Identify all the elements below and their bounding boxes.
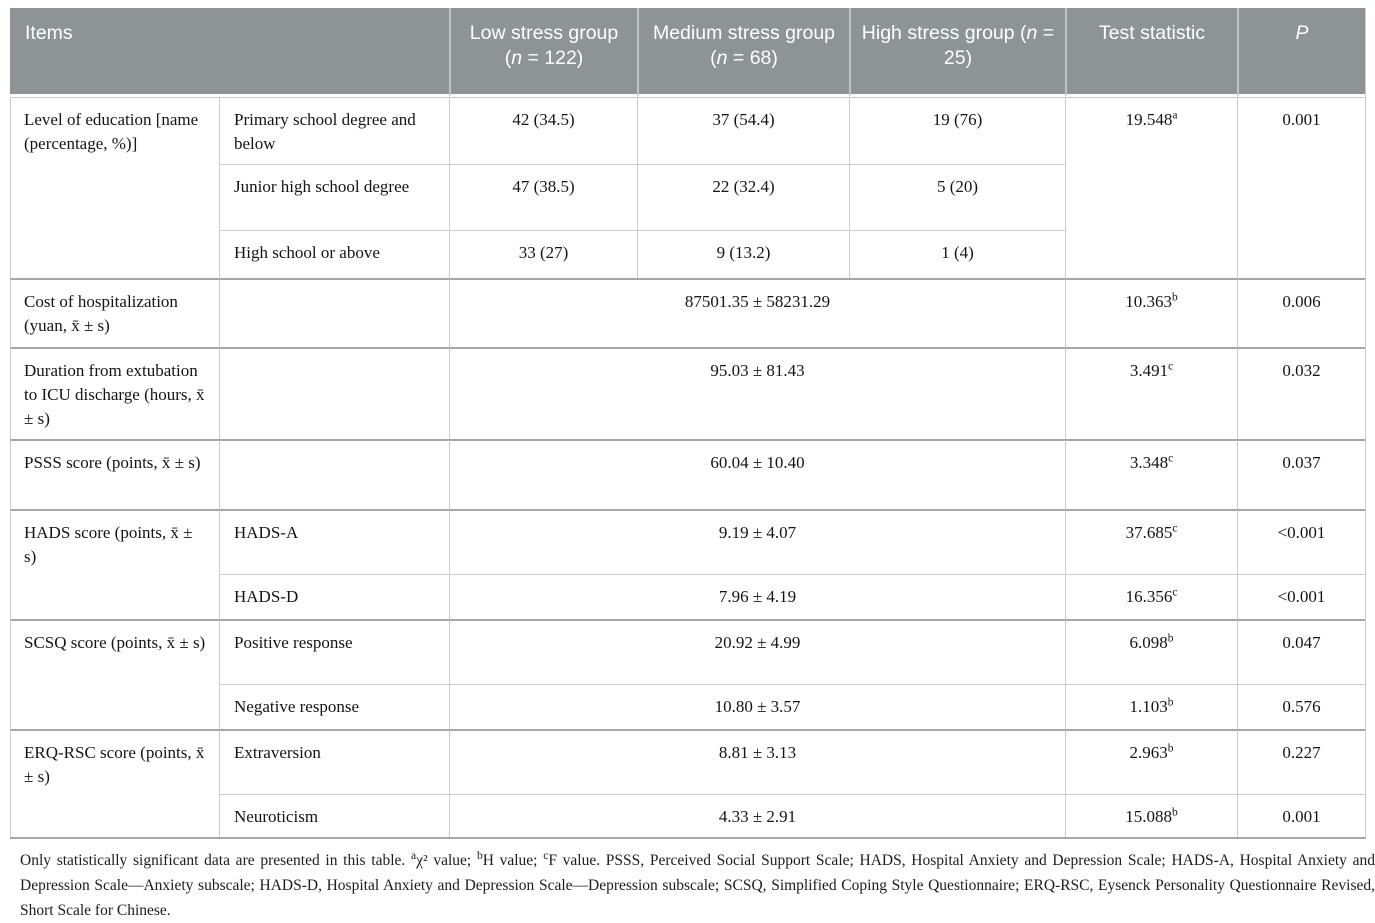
superscript-marker: c — [1172, 522, 1178, 535]
cell-p-value: 0.576 — [1237, 683, 1365, 729]
table-row: Duration from extubation to ICU discharg… — [10, 346, 1365, 439]
col-header-test-statistic: Test statistic — [1065, 8, 1237, 97]
cell-test-statistic: 37.685c — [1065, 508, 1237, 574]
cell-merged-value: 7.96 ± 4.19 — [449, 573, 1065, 619]
cell-test-statistic: 3.348c — [1065, 438, 1237, 509]
cell-test-statistic: 2.963b — [1065, 728, 1237, 794]
table-header-row: Items Low stress group (n = 122) Medium … — [10, 8, 1365, 97]
cell-merged-value: 95.03 ± 81.43 — [449, 346, 1065, 439]
sub-label: Positive response — [219, 618, 449, 684]
superscript-marker: b — [1167, 632, 1174, 645]
cell-p-value: 0.032 — [1237, 346, 1365, 439]
cell-merged-value: 10.80 ± 3.57 — [449, 683, 1065, 729]
cell-high: 1 (4) — [849, 230, 1065, 279]
sub-label: Negative response — [219, 683, 449, 729]
table-row: HADS score (points, x̄ ± s) HADS-A 9.19 … — [10, 508, 1365, 619]
cell-merged-value: 87501.35 ± 58231.29 — [449, 278, 1065, 347]
superscript-marker: c — [543, 849, 549, 862]
table-footnote: Only statistically significant data are … — [20, 849, 1375, 919]
cell-merged-value: 60.04 ± 10.40 — [449, 438, 1065, 509]
cell-p-value: <0.001 — [1237, 508, 1365, 574]
cell-test-statistic: 15.088b — [1065, 793, 1237, 837]
table-row: Level of education [name (percentage, %)… — [10, 97, 1365, 279]
cell-test-statistic: 1.103b — [1065, 683, 1237, 729]
cell-low: 47 (38.5) — [449, 164, 637, 231]
item-label-duration: Duration from extubation to ICU discharg… — [10, 346, 219, 439]
cell-p-value: 0.047 — [1237, 618, 1365, 684]
sub-label: HADS-D — [219, 573, 449, 619]
cell-test-statistic: 10.363b — [1065, 278, 1237, 347]
cell-p-value: 0.006 — [1237, 278, 1365, 347]
sub-label: High school or above — [219, 230, 449, 279]
empty-cell — [219, 438, 449, 509]
cell-p-value: 0.227 — [1237, 728, 1365, 794]
cell-high: 5 (20) — [849, 164, 1065, 231]
table-row: High school or above 33 (27) 9 (13.2) 1 … — [10, 230, 1365, 279]
cell-merged-value: 20.92 ± 4.99 — [449, 618, 1065, 684]
superscript-marker: a — [411, 849, 417, 862]
superscript-marker: b — [476, 849, 483, 862]
italic-n: n — [716, 47, 728, 70]
cell-merged-value: 9.19 ± 4.07 — [449, 508, 1065, 574]
stress-groups-table: Items Low stress group (n = 122) Medium … — [10, 8, 1366, 839]
cell-merged-value: 4.33 ± 2.91 — [449, 793, 1065, 837]
empty-cell — [219, 278, 449, 347]
cell-low: 42 (34.5) — [449, 97, 637, 165]
superscript-marker: b — [1172, 291, 1178, 304]
cell-test-statistic: 3.491c — [1065, 346, 1237, 439]
table-row: Cost of hospitalization (yuan, x̄ ± s) 8… — [10, 278, 1365, 347]
cell-medium: 22 (32.4) — [637, 164, 849, 231]
superscript-marker: c — [1168, 452, 1174, 465]
table-row: HADS-D 7.96 ± 4.19 16.356c <0.001 — [10, 573, 1365, 619]
item-label-hads: HADS score (points, x̄ ± s) — [10, 508, 219, 619]
item-label-erq-rsc: ERQ-RSC score (points, x̄ ± s) — [10, 728, 219, 837]
table-row: Negative response 10.80 ± 3.57 1.103b 0.… — [10, 683, 1365, 729]
col-header-low-stress: Low stress group (n = 122) — [449, 8, 637, 97]
italic-n: n — [511, 47, 523, 70]
cell-medium: 37 (54.4) — [637, 97, 849, 165]
col-header-p-value: P — [1237, 8, 1365, 97]
sub-label: Neuroticism — [219, 793, 449, 837]
superscript-marker: b — [1172, 806, 1178, 819]
superscript-marker: c — [1168, 359, 1174, 372]
cell-low: 33 (27) — [449, 230, 637, 279]
item-label-cost: Cost of hospitalization (yuan, x̄ ± s) — [10, 278, 219, 347]
item-label-education: Level of education [name (percentage, %)… — [10, 97, 219, 279]
cell-high: 19 (76) — [849, 97, 1065, 165]
item-label-psss: PSSS score (points, x̄ ± s) — [10, 438, 219, 509]
table-row: SCSQ score (points, x̄ ± s) Positive res… — [10, 618, 1365, 729]
sub-label: HADS-A — [219, 508, 449, 574]
superscript-marker: a — [1172, 109, 1178, 122]
superscript-marker: b — [1167, 742, 1174, 755]
col-header-high-stress: High stress group (n = 25) — [849, 8, 1065, 97]
cell-p-value: <0.001 — [1237, 573, 1365, 619]
superscript-marker: b — [1167, 696, 1174, 709]
sub-label: Junior high school degree — [219, 164, 449, 231]
cell-p-value: 0.001 — [1237, 793, 1365, 837]
item-label-scsq: SCSQ score (points, x̄ ± s) — [10, 618, 219, 729]
cell-test-statistic: 6.098b — [1065, 618, 1237, 684]
table-row: Neuroticism 4.33 ± 2.91 15.088b 0.001 — [10, 793, 1365, 837]
cell-test-statistic: 19.548a — [1065, 97, 1237, 279]
table-row: PSSS score (points, x̄ ± s) 60.04 ± 10.4… — [10, 438, 1365, 509]
cell-test-statistic: 16.356c — [1065, 573, 1237, 619]
cell-medium: 9 (13.2) — [637, 230, 849, 279]
sub-label: Extraversion — [219, 728, 449, 794]
table-row: ERQ-RSC score (points, x̄ ± s) Extravers… — [10, 728, 1365, 837]
table-row: Junior high school degree 47 (38.5) 22 (… — [10, 164, 1365, 231]
empty-cell — [219, 346, 449, 439]
superscript-marker: c — [1172, 586, 1178, 599]
cell-p-value: 0.037 — [1237, 438, 1365, 509]
italic-n: n — [1026, 22, 1038, 44]
col-header-medium-stress: Medium stress group (n = 68) — [637, 8, 849, 97]
cell-p-value: 0.001 — [1237, 97, 1365, 279]
col-header-items: Items — [10, 8, 449, 97]
cell-merged-value: 8.81 ± 3.13 — [449, 728, 1065, 794]
sub-label: Primary school degree and below — [219, 97, 449, 165]
